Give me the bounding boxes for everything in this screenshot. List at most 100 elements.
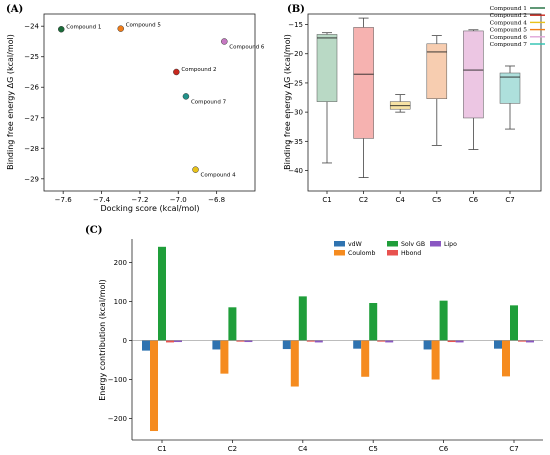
panel-a-point xyxy=(58,26,65,33)
panel-c-legend-swatch xyxy=(334,250,345,256)
panel-b-xtick-label: C5 xyxy=(432,196,441,204)
panel-c-bar xyxy=(150,340,158,432)
panel-c-ytick-label: 200 xyxy=(114,259,127,267)
panel-b-ylabel: Binding free energy ΔG (kcal/mol) xyxy=(283,34,292,170)
panel-c-xtick-label: C6 xyxy=(439,445,449,453)
panel-c-bars xyxy=(132,246,543,432)
panel-a-ytick-label: −25 xyxy=(24,53,39,61)
panel-c-xtick-label: C4 xyxy=(298,445,308,453)
panel-b-xtick-label: C4 xyxy=(396,196,406,204)
panel-a-ytick-label: −24 xyxy=(24,23,39,31)
panel-c-legend-label: Hbond xyxy=(401,250,421,257)
panel-a-ytick-label: −29 xyxy=(24,175,39,183)
panel-a-point-label: Compound 4 xyxy=(201,173,237,179)
panel-a-xtick-label: −7.4 xyxy=(93,196,111,204)
panel-c-ylabel: Energy contribution (kcal/mol) xyxy=(98,279,107,401)
panel-c-bar xyxy=(502,340,510,377)
panel-a-point xyxy=(182,93,190,100)
panel-c-x-ticks: C1 C2 C4 C5 C6 C7 xyxy=(157,440,519,453)
panel-c-bar xyxy=(282,340,291,350)
panel-a-point-label: Compound 5 xyxy=(126,23,162,29)
panel-label-a: (A) xyxy=(6,4,23,15)
panel-c-bar xyxy=(369,303,378,341)
panel-b-y-ticks: −15 −20 −25 −30 −35 −40 xyxy=(288,21,308,175)
panel-b-ytick-label: −20 xyxy=(288,50,303,58)
panel-a-point-label: Compound 1 xyxy=(66,24,101,30)
panel-c-bar xyxy=(353,340,362,349)
panel-c-xtick-label: C7 xyxy=(509,445,518,453)
panel-c-bar xyxy=(166,340,174,343)
panel-b-x-ticks: C1 C2 C4 C5 C6 C7 xyxy=(322,191,515,204)
panel-c-bar xyxy=(220,340,229,374)
panel-a-xtick-label: −7.6 xyxy=(55,196,73,204)
panel-a-ytick-label: −27 xyxy=(24,114,39,122)
panel-c-bar xyxy=(244,340,253,343)
panel-b-legend-label: Compound 6 xyxy=(490,35,528,41)
panel-a-x-ticks: −7.6 −7.4 −7.2 −7.0 −6.8 xyxy=(55,191,225,204)
panel-a-point-label: Compound 2 xyxy=(181,67,216,73)
panel-c-bar xyxy=(361,340,370,377)
panel-b-boxplot: −15 −20 −25 −30 −35 −40 C1 C2 C4 C5 C6 C7 Binding … xyxy=(283,6,545,204)
panel-b-box xyxy=(316,34,338,102)
panel-a-xtick-label: −6.8 xyxy=(208,196,225,204)
panel-c-bar xyxy=(228,307,237,341)
panel-c-bar xyxy=(423,340,432,350)
panel-b-ytick-label: −15 xyxy=(288,21,303,29)
panel-c-bar xyxy=(174,340,182,343)
panel-c-legend-label: vdW xyxy=(348,241,362,248)
panel-c-bar: 200 100 0 −100 −200 C1 C2 C4 C5 C6 C7 Energy cont… xyxy=(98,239,543,453)
panel-c-y-ticks: 200 100 0 −100 −200 xyxy=(108,259,132,423)
panel-c-legend: vdW Coulomb Solv GB Hbond Lipo xyxy=(334,241,457,257)
panel-c-ytick-label: 0 xyxy=(123,337,127,345)
panel-a-points: Compound 1 Compound 5 Compound 6 Compound 2… xyxy=(58,23,265,179)
panel-c-bar xyxy=(236,340,245,342)
panel-c-bar xyxy=(212,340,221,350)
panel-c-bar xyxy=(158,246,166,341)
panel-a-ytick-label: −28 xyxy=(24,145,39,153)
panel-c-xtick-label: C2 xyxy=(228,445,237,453)
panel-c-bar xyxy=(314,340,323,343)
panel-c-ytick-label: −100 xyxy=(108,376,127,384)
panel-c-bar xyxy=(455,340,464,343)
panel-c-bar xyxy=(290,340,299,387)
panel-c-bar xyxy=(526,340,534,343)
panel-a-xtick-label: −7.0 xyxy=(170,196,187,204)
panel-a-xlabel: Docking score (kcal/mol) xyxy=(100,204,199,213)
panel-b-xtick-label: C2 xyxy=(359,196,368,204)
panel-c-ytick-label: 100 xyxy=(114,298,127,306)
panel-b-legend-label: Compound 2 xyxy=(490,13,528,19)
panel-b-ytick-label: −35 xyxy=(288,138,303,146)
panel-a-point xyxy=(192,166,199,173)
panel-c-legend-label: Solv GB xyxy=(401,241,425,248)
panel-c-bar xyxy=(494,340,502,349)
panel-b-box xyxy=(463,30,484,119)
panel-b-xtick-label: C6 xyxy=(469,196,479,204)
panel-a-y-ticks: −24 −25 −26 −27 −28 −29 xyxy=(24,23,44,183)
panel-c-bar xyxy=(142,340,150,351)
panel-a-scatter: −7.6 −7.4 −7.2 −7.0 −6.8 −24−25−26−27−28−29 … xyxy=(6,13,265,213)
panel-a-point-label: Compound 7 xyxy=(191,99,227,105)
panel-c-legend-swatch xyxy=(387,250,398,256)
panel-b-legend-label: Compound 5 xyxy=(490,28,528,34)
panel-a-ylabel: Binding free energy ΔG (kcal/mol) xyxy=(6,34,15,170)
panel-a-point-label: Compound 6 xyxy=(229,44,265,50)
panel-c-bar xyxy=(447,340,456,343)
panel-c-legend-label: Coulomb xyxy=(348,250,376,257)
panel-c-bar xyxy=(439,300,448,341)
panel-c-bar xyxy=(306,340,315,342)
panel-b-boxes xyxy=(316,17,521,178)
panel-c-legend-swatch xyxy=(430,241,441,247)
panel-a-xtick-label: −7.2 xyxy=(131,196,148,204)
panel-b-legend-label: Compound 4 xyxy=(490,20,528,26)
panel-c-bar xyxy=(518,340,526,342)
panel-b-legend-label: Compound 7 xyxy=(490,42,528,48)
panel-c-bar xyxy=(298,296,307,341)
panel-b-ytick-label: −30 xyxy=(288,109,303,117)
panel-b-xtick-label: C1 xyxy=(322,196,331,204)
panel-c-bar xyxy=(431,340,440,380)
panel-b-legend-label: Compound 1 xyxy=(490,6,527,12)
panel-a-point xyxy=(173,68,180,76)
